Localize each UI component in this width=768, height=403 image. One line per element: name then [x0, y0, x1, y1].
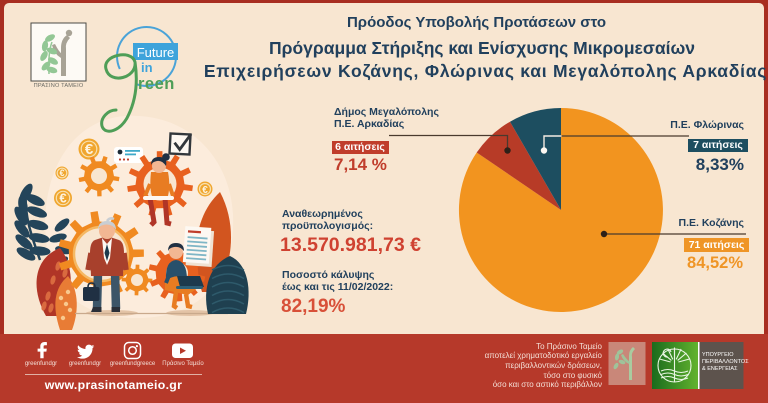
svg-text:€: €	[59, 191, 66, 206]
svg-text:€: €	[85, 141, 94, 158]
svg-text:€: €	[202, 185, 208, 196]
svg-text:€: €	[59, 168, 64, 178]
